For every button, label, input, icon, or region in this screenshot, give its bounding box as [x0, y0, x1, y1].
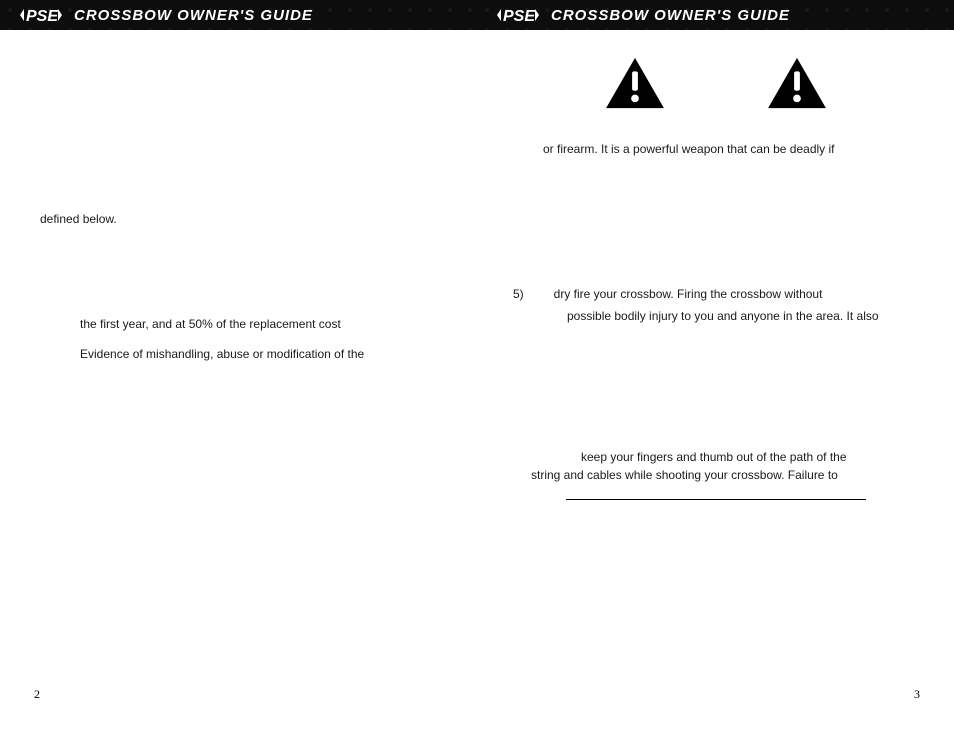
right-page: PSE CROSSBOW OWNER'S GUIDE or firear — [477, 0, 954, 738]
left-content: defined below. the first year, and at 50… — [0, 30, 477, 378]
right-page-number: 3 — [914, 687, 920, 702]
horizontal-rule — [566, 499, 866, 500]
warning-icon-row — [513, 56, 918, 110]
right-content: or firearm. It is a powerful weapon that… — [477, 30, 954, 500]
svg-text:PSE: PSE — [503, 8, 536, 25]
pse-logo-icon: PSE — [495, 5, 543, 25]
svg-text:PSE: PSE — [26, 8, 59, 25]
item-number: 5) — [513, 285, 524, 304]
right-item-5b: possible bodily injury to you and anyone… — [513, 307, 918, 326]
right-header-title: CROSSBOW OWNER'S GUIDE — [551, 7, 790, 24]
left-header: PSE CROSSBOW OWNER'S GUIDE — [0, 0, 477, 30]
warning-triangle-icon — [604, 56, 666, 110]
right-para-3a: keep your fingers and thumb out of the p… — [513, 448, 918, 467]
right-header: PSE CROSSBOW OWNER'S GUIDE — [477, 0, 954, 30]
pse-logo-icon: PSE — [18, 5, 66, 25]
warning-triangle-icon — [766, 56, 828, 110]
left-para-3: Evidence of mishandling, abuse or modifi… — [40, 345, 437, 364]
left-para-1: defined below. — [40, 210, 437, 229]
page-spread: PSE CROSSBOW OWNER'S GUIDE defined below… — [0, 0, 954, 738]
item-text: dry fire your crossbow. Firing the cross… — [554, 285, 918, 304]
left-page-number: 2 — [34, 687, 40, 702]
left-header-title: CROSSBOW OWNER'S GUIDE — [74, 7, 313, 24]
right-para-3b: string and cables while shooting your cr… — [513, 466, 918, 485]
right-para-1: or firearm. It is a powerful weapon that… — [513, 140, 918, 159]
left-para-2: the first year, and at 50% of the replac… — [40, 315, 437, 334]
left-page: PSE CROSSBOW OWNER'S GUIDE defined below… — [0, 0, 477, 738]
right-item-5: 5) dry fire your crossbow. Firing the cr… — [513, 285, 918, 304]
